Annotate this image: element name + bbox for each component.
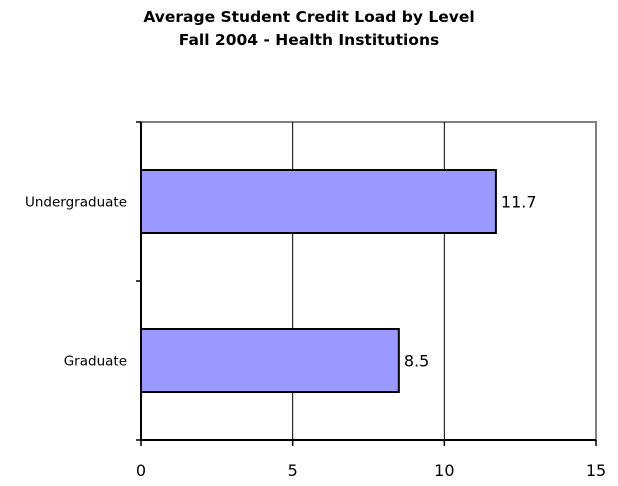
chart-title: Average Student Credit Load by Level [143,8,475,26]
data-label-undergraduate: 11.7 [501,193,537,212]
x-tick-label-15: 15 [586,461,606,480]
bar-undergraduate [140,169,497,234]
x-tick-label-5: 5 [288,461,298,480]
category-label-graduate: Graduate [64,354,127,370]
x-tick-label-10: 10 [434,461,454,480]
chart-subtitle: Fall 2004 - Health Institutions [178,31,440,49]
bar-graduate [140,328,400,393]
data-label-graduate: 8.5 [404,352,429,371]
category-label-undergraduate: Undergraduate [25,195,127,211]
x-tick-label-0: 0 [136,461,146,480]
